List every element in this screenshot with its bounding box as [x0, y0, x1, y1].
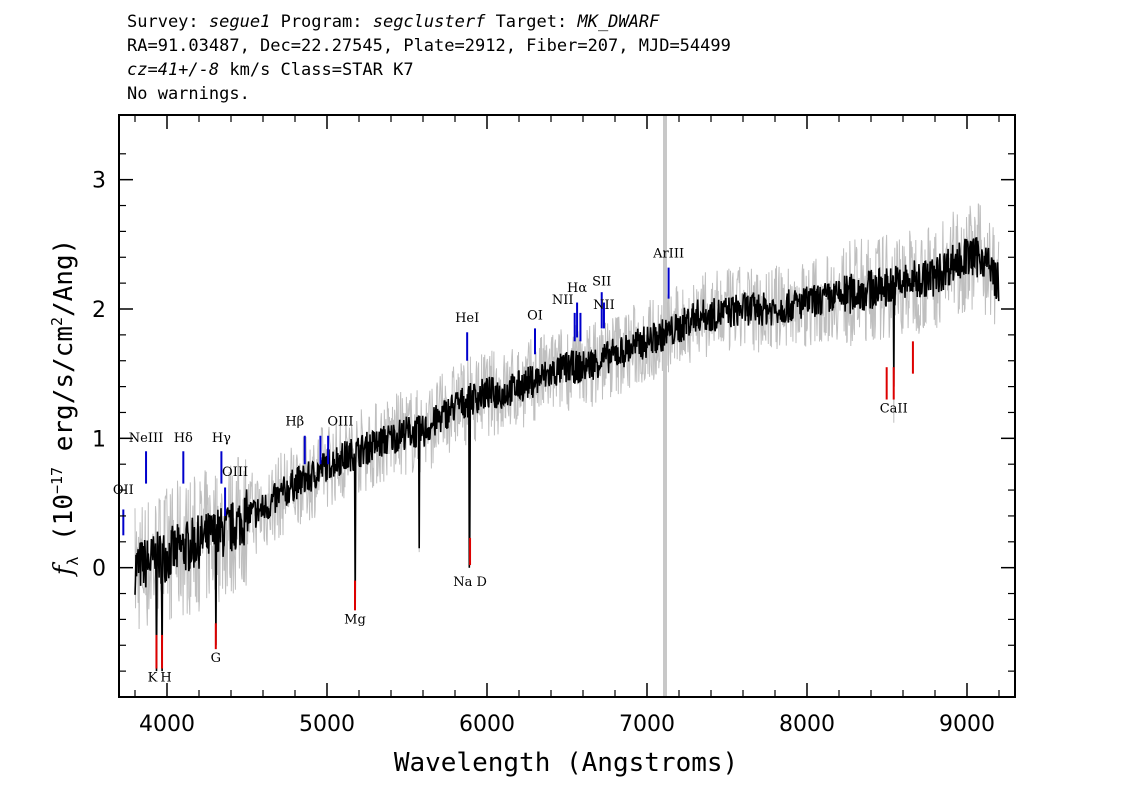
line-label: G — [211, 651, 221, 666]
line-label: OI — [527, 308, 543, 323]
x-tick-label: 6000 — [459, 712, 515, 737]
line-label: Hδ — [174, 431, 193, 446]
plot-frame — [118, 114, 1016, 698]
y-axis-exponent-2: 2 — [48, 317, 66, 326]
y-axis-label-main: (10 — [49, 494, 79, 557]
line-label: NII — [552, 293, 574, 308]
header-line-2: RA=91.03487, Dec=22.27545, Plate=2912, F… — [127, 36, 731, 56]
x-tick-label: 4000 — [139, 712, 195, 737]
line-label: Hα — [567, 281, 587, 296]
line-label: NII — [593, 298, 615, 313]
line-label: OIII — [222, 465, 248, 480]
y-tick-label: 2 — [92, 298, 106, 323]
line-label: SII — [592, 275, 611, 290]
y-axis-units: erg/s/cm — [49, 326, 79, 467]
line-label: ArIII — [652, 246, 684, 261]
flux-trace — [134, 237, 1000, 672]
y-axis-label-tail: /Ang) — [49, 239, 79, 317]
y-tick-label: 3 — [92, 169, 106, 194]
x-tick-label: 5000 — [299, 712, 355, 737]
line-label: H — [160, 670, 171, 685]
x-tick-label: 9000 — [939, 712, 995, 737]
line-label: HeI — [455, 311, 479, 326]
target-label: Target: — [495, 12, 568, 32]
y-tick-label: 0 — [92, 557, 106, 582]
y-tick-label: 1 — [92, 427, 106, 452]
line-label: Na D — [453, 575, 487, 590]
line-label: Hγ — [212, 431, 231, 446]
program-label: Program: — [280, 12, 363, 32]
x-tick-label: 8000 — [779, 712, 835, 737]
line-label: Mg — [344, 612, 366, 627]
x-tick-label: 7000 — [619, 712, 675, 737]
line-label: NeIII — [129, 431, 163, 446]
header-line-3: cz=41+/-8 km/s Class=STAR K7 — [127, 58, 731, 82]
header-line-1: Survey: segue1 Program: segclusterf Targ… — [127, 10, 731, 34]
error-trace — [134, 203, 1000, 651]
line-label: OIII — [327, 414, 353, 429]
x-axis-label: Wavelength (Angstroms) — [394, 748, 738, 778]
masked-region — [663, 115, 667, 697]
spectrum-header: Survey: segue1 Program: segclusterf Targ… — [127, 10, 731, 106]
axis-ticks: 4000 5000 6000 7000 8000 9000 0 1 2 3 — [92, 115, 1015, 737]
error-band — [134, 203, 1000, 651]
survey-label: Survey: — [127, 12, 199, 32]
line-label: K — [148, 670, 158, 685]
y-axis-exponent: −17 — [48, 467, 66, 494]
header-line-4: No warnings. — [127, 84, 250, 104]
y-axis-subscript: λ — [64, 557, 82, 566]
survey-value: segue1 — [208, 12, 271, 32]
y-axis-label: fλ (10−17 erg/s/cm2/Ang) — [48, 239, 82, 578]
line-label: Hβ — [285, 414, 304, 429]
svg-text:fλ (10−17 erg/s/cm2/Ang): fλ (10−17 erg/s/cm2/Ang) — [48, 239, 82, 578]
line-label: CaII — [880, 401, 908, 416]
flux-series — [134, 237, 1000, 672]
class-value: km/s Class=STAR K7 — [219, 60, 414, 80]
target-value: MK_DWARF — [577, 12, 660, 32]
redshift-value: cz=41+/-8 — [127, 60, 220, 80]
program-value: segclusterf — [372, 12, 486, 32]
